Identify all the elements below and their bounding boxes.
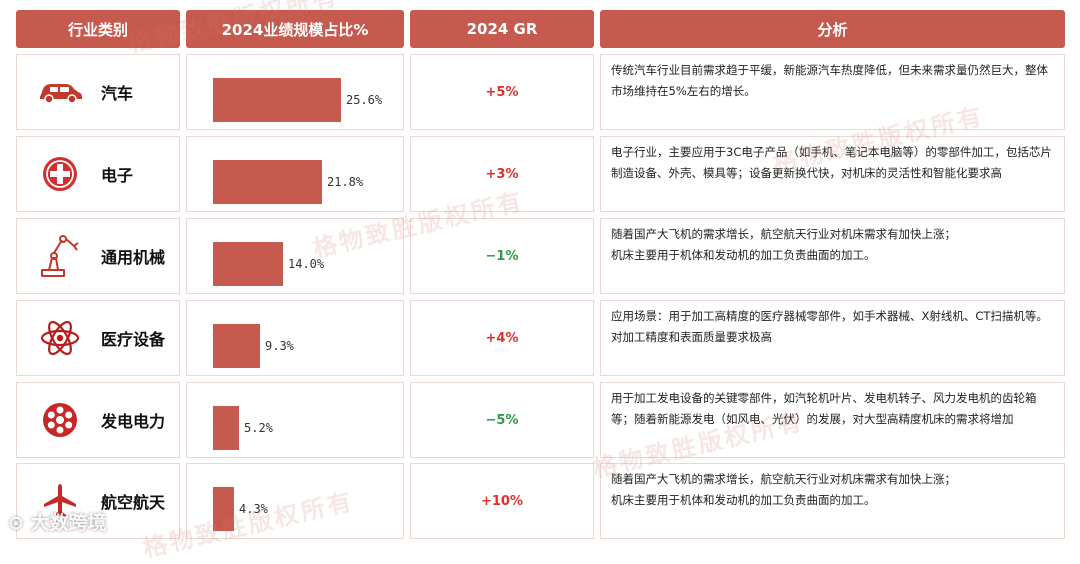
airplane-icon bbox=[35, 483, 85, 519]
share-cell: 9.3% bbox=[186, 300, 404, 376]
analysis-text: 应用场景：用于加工高精度的医疗器械零部件，如手术器械、X射线机、CT扫描机等。 bbox=[611, 309, 1048, 323]
growth-value: −5% bbox=[410, 382, 594, 458]
category-label: 医疗设备 bbox=[101, 330, 166, 349]
car-icon bbox=[35, 78, 85, 106]
share-bar bbox=[213, 78, 341, 122]
analysis-text: 对加工精度和表面质量要求极高 bbox=[611, 330, 772, 344]
header-share: 2024业绩规模占比% bbox=[186, 10, 404, 48]
growth-value: +3% bbox=[410, 136, 594, 212]
share-value: 25.6% bbox=[346, 93, 383, 107]
analysis-cell: 传统汽车行业目前需求趋于平缓，新能源汽车热度降低，但未来需求量仍然巨大，整体市场… bbox=[600, 54, 1065, 130]
analysis-text: 机床主要用于机体和发动机的加工负责曲面的加工。 bbox=[611, 248, 876, 262]
share-value: 21.8% bbox=[327, 175, 364, 189]
analysis-text: 随着国产大飞机的需求增长，航空航天行业对机床需求有加快上涨； bbox=[611, 472, 956, 486]
robot-arm-icon bbox=[35, 234, 85, 278]
share-bar bbox=[213, 324, 260, 368]
category-label: 航空航天 bbox=[101, 493, 166, 512]
share-bar bbox=[213, 242, 283, 286]
share-cell: 4.3% bbox=[186, 463, 404, 539]
header-category: 行业类别 bbox=[16, 10, 180, 48]
growth-value: +5% bbox=[410, 54, 594, 130]
category-label: 发电电力 bbox=[101, 412, 166, 431]
logo-text: 大数跨境 bbox=[30, 512, 107, 534]
category-cell: 汽车 bbox=[16, 54, 180, 130]
share-value: 14.0% bbox=[288, 257, 325, 271]
share-cell: 14.0% bbox=[186, 218, 404, 294]
share-value: 9.3% bbox=[265, 339, 294, 353]
analysis-cell: 应用场景：用于加工高精度的医疗器械零部件，如手术器械、X射线机、CT扫描机等。对… bbox=[600, 300, 1065, 376]
atom-icon bbox=[35, 318, 85, 358]
analysis-text: 随着国产大飞机的需求增长，航空航天行业对机床需求有加快上涨； bbox=[611, 227, 956, 241]
growth-value: +4% bbox=[410, 300, 594, 376]
analysis-cell: 随着国产大飞机的需求增长，航空航天行业对机床需求有加快上涨； 机床主要用于机体和发… bbox=[600, 463, 1065, 539]
category-cell: 医疗设备 bbox=[16, 300, 180, 376]
header-growth: 2024 GR bbox=[410, 10, 594, 48]
analysis-text: 用于加工发电设备的关键零部件，如汽轮机叶片、发电机转子、风力发电机的齿轮箱等；随… bbox=[611, 391, 1037, 426]
analysis-cell: 电子行业，主要应用于3C电子产品（如手机、笔记本电脑等）的零部件加工，包括芯片制… bbox=[600, 136, 1065, 212]
logo: ⊙ 大数跨境 bbox=[8, 512, 107, 534]
analysis-cell: 用于加工发电设备的关键零部件，如汽轮机叶片、发电机转子、风力发电机的齿轮箱等；随… bbox=[600, 382, 1065, 458]
share-bar bbox=[213, 160, 322, 204]
growth-value: −1% bbox=[410, 218, 594, 294]
analysis-text: 机床主要用于机体和发动机的加工负责曲面的加工。 bbox=[611, 493, 876, 507]
analysis-text: 传统汽车行业目前需求趋于平缓，新能源汽车热度降低，但未来需求量仍然巨大，整体市场… bbox=[611, 63, 1048, 98]
share-value: 5.2% bbox=[244, 421, 273, 435]
category-cell: 发电电力 bbox=[16, 382, 180, 458]
category-cell: 通用机械 bbox=[16, 218, 180, 294]
share-bar bbox=[213, 487, 234, 531]
category-cell: 航空航天 bbox=[16, 463, 180, 539]
header-analysis: 分析 bbox=[600, 10, 1065, 48]
share-value: 4.3% bbox=[239, 502, 268, 516]
growth-value: +10% bbox=[410, 463, 594, 539]
category-label: 电子 bbox=[101, 166, 134, 185]
share-cell: 21.8% bbox=[186, 136, 404, 212]
analysis-cell: 随着国产大飞机的需求增长，航空航天行业对机床需求有加快上涨； 机床主要用于机体和发… bbox=[600, 218, 1065, 294]
share-cell: 5.2% bbox=[186, 382, 404, 458]
category-label: 通用机械 bbox=[101, 248, 166, 267]
category-cell: 电子 bbox=[16, 136, 180, 212]
turbine-icon bbox=[35, 401, 85, 439]
share-cell: 25.6% bbox=[186, 54, 404, 130]
analysis-text: 电子行业，主要应用于3C电子产品（如手机、笔记本电脑等）的零部件加工，包括芯片制… bbox=[611, 145, 1052, 180]
medical-cross-icon bbox=[35, 156, 85, 192]
share-bar bbox=[213, 406, 239, 450]
category-label: 汽车 bbox=[101, 84, 134, 103]
